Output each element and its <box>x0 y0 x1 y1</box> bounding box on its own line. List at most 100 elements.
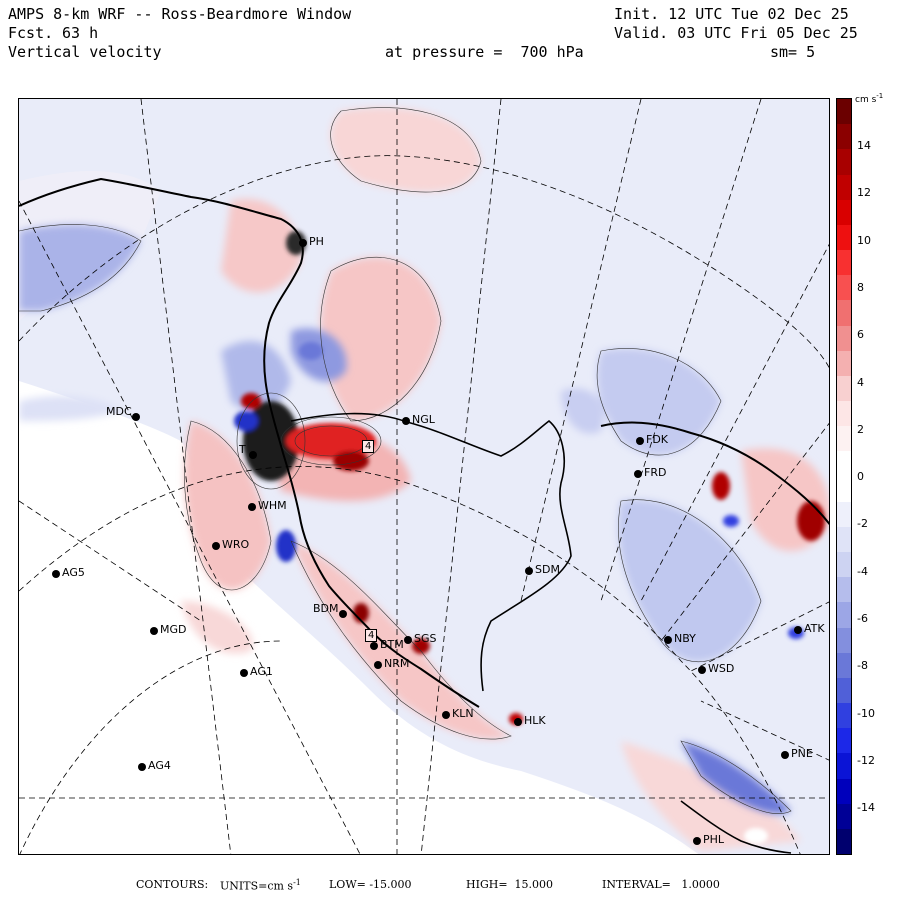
colorbar-segment <box>837 703 851 729</box>
valid-time: Valid. 03 UTC Fri 05 Dec 25 <box>614 24 858 42</box>
station-label: PH <box>309 235 324 248</box>
colorbar-tick-label: 2 <box>857 422 864 436</box>
colorbar-segment <box>837 652 851 679</box>
station-label: BTM <box>380 638 404 651</box>
colorbar-tick-label: -10 <box>857 706 875 720</box>
colorbar-units-exponent: -1 <box>876 92 884 100</box>
station-dot <box>374 661 382 669</box>
colorbar-tick-label: -6 <box>857 612 868 625</box>
colorbar-tick-label: -2 <box>857 517 868 531</box>
colorbar-tick-label: 12 <box>857 186 871 200</box>
station-dot <box>370 642 378 650</box>
colorbar-segment <box>837 552 851 578</box>
colorbar-segment <box>837 602 851 628</box>
colorbar-segment <box>837 451 851 477</box>
colorbar-segment <box>837 250 851 276</box>
station-dot <box>634 470 642 478</box>
station-label: PNE <box>791 747 813 760</box>
station-dot <box>138 763 146 771</box>
colorbar-segment <box>837 677 851 704</box>
station-dot <box>693 837 701 845</box>
colorbar-tick-label: 4 <box>857 375 864 389</box>
station-dot <box>404 636 412 644</box>
colorbar-segment <box>837 577 851 603</box>
colorbar-segment <box>837 275 851 301</box>
station-label: NGL <box>412 413 435 426</box>
station-dot <box>794 626 802 634</box>
station-label: MGD <box>160 623 187 636</box>
station-dot <box>249 451 257 459</box>
station-label: KLN <box>452 707 474 720</box>
colorbar-segment <box>837 476 851 503</box>
station-label: PHL <box>703 833 725 846</box>
colorbar-segment <box>837 199 851 226</box>
station-label: BDM <box>313 602 339 615</box>
negative-velocity-areas <box>19 224 791 814</box>
colorbar-segment <box>837 501 851 528</box>
footer-contours: CONTOURS: <box>136 878 209 891</box>
graticule <box>19 99 829 854</box>
smoothing-value: sm= 5 <box>770 43 816 61</box>
colorbar-tick-label: 6 <box>857 328 864 342</box>
station-dot <box>248 503 256 511</box>
colorbar-tick-label: -4 <box>857 564 868 578</box>
footer-units: UNITS=cm s-1 <box>220 878 301 893</box>
station-dot <box>781 751 789 759</box>
colorbar-tick-label: -14 <box>857 801 875 815</box>
station-label: FRD <box>644 466 667 479</box>
colorbar-segment <box>837 753 851 779</box>
colorbar-segment <box>837 224 851 251</box>
colorbar-segment <box>837 803 851 830</box>
init-time: Init. 12 UTC Tue 02 Dec 25 <box>614 5 849 23</box>
station-dot <box>212 542 220 550</box>
station-label: AG5 <box>62 566 85 579</box>
footer-interval: INTERVAL= 1.0000 <box>602 878 720 891</box>
colorbar-segment <box>837 627 851 654</box>
colorbar-tick-label: 8 <box>857 280 864 294</box>
station-dot <box>525 567 533 575</box>
station-dot <box>132 413 140 421</box>
station-dot <box>402 417 410 425</box>
colorbar-tick-label: 14 <box>857 139 871 152</box>
station-label: WSD <box>708 662 735 675</box>
colorbar-segment <box>837 325 851 352</box>
contour-lines <box>19 107 792 814</box>
colorbar-segment <box>837 401 851 427</box>
station-dot <box>442 711 450 719</box>
colorbar-segment <box>837 174 851 201</box>
station-label: NRM <box>384 657 410 670</box>
colorbar-segment <box>837 828 851 855</box>
station-label: T <box>239 443 246 456</box>
field-name: Vertical velocity <box>8 43 162 61</box>
station-dot <box>52 570 60 578</box>
intense-velocity-cores <box>234 231 825 844</box>
colorbar-tick-label: -12 <box>857 753 875 767</box>
colorbar-segment <box>837 526 851 553</box>
footer-units-exponent: -1 <box>293 878 301 887</box>
station-label: HLK <box>524 714 546 727</box>
colorbar <box>836 98 852 855</box>
station-label: SDM <box>535 563 560 576</box>
station-label: WHM <box>258 499 287 512</box>
station-label: ATK <box>804 622 825 635</box>
station-label: AG1 <box>250 665 273 678</box>
map-title: AMPS 8-km WRF -- Ross-Beardmore Window <box>8 5 352 23</box>
station-label: MDC <box>106 405 132 418</box>
colorbar-segment <box>837 99 851 125</box>
colorbar-tick-label: -8 <box>857 659 868 673</box>
station-dot <box>698 666 706 674</box>
colorbar-segment <box>837 778 851 805</box>
colorbar-segment <box>837 300 851 326</box>
footer-high: HIGH= 15.000 <box>466 878 554 891</box>
pressure-level: at pressure = 700 hPa <box>385 43 584 61</box>
station-dot <box>240 669 248 677</box>
station-dot <box>636 437 644 445</box>
colorbar-segment <box>837 426 851 452</box>
forecast-hour: 63 h <box>62 24 99 42</box>
colorbar-units: cm s-1 <box>855 92 884 105</box>
southern-coastline <box>680 800 792 854</box>
colorbar-segment <box>837 149 851 175</box>
station-dot <box>339 610 347 618</box>
station-label: WRO <box>222 538 250 551</box>
colorbar-segment <box>837 728 851 754</box>
